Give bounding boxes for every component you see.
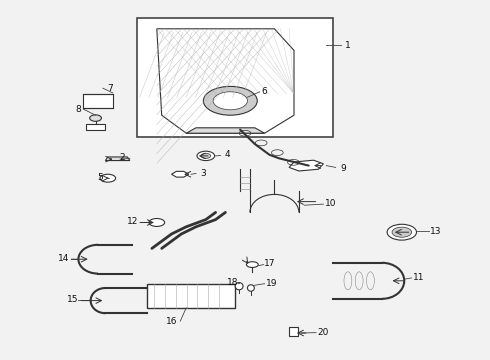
Bar [137,18,333,137]
Ellipse shape [201,153,211,158]
Text: 15: 15 [67,295,78,304]
Text: 16: 16 [166,317,177,325]
Ellipse shape [90,115,101,121]
Polygon shape [105,157,130,161]
Ellipse shape [100,174,116,182]
Text: 17: 17 [264,259,275,268]
Text: 19: 19 [266,279,278,288]
Text: 8: 8 [75,105,81,114]
Text: 13: 13 [430,227,442,236]
Polygon shape [172,171,189,177]
Ellipse shape [246,262,258,267]
Ellipse shape [197,151,215,161]
Text: 14: 14 [58,254,70,263]
Text: 5: 5 [98,173,103,182]
Ellipse shape [387,224,416,240]
Text: 11: 11 [413,274,425,282]
Bar [147,284,235,308]
Polygon shape [186,128,265,133]
Text: 6: 6 [262,87,268,96]
Text: 10: 10 [325,199,337,208]
Text: 18: 18 [227,278,239,287]
Text: 3: 3 [200,169,206,178]
Polygon shape [157,29,294,133]
Ellipse shape [213,92,247,110]
Ellipse shape [149,219,165,226]
Polygon shape [289,160,323,171]
Bar [289,327,298,336]
Text: 4: 4 [225,150,231,159]
Ellipse shape [392,227,412,237]
Ellipse shape [247,285,254,291]
Ellipse shape [235,283,243,290]
Text: 9: 9 [340,164,346,173]
Bar [86,124,105,130]
Text: 1: 1 [345,41,351,50]
Text: 12: 12 [126,217,138,226]
Text: 7: 7 [107,84,113,93]
Ellipse shape [203,86,257,115]
Text: 2: 2 [120,153,125,162]
Text: 20: 20 [318,328,329,337]
Bar [83,94,113,108]
